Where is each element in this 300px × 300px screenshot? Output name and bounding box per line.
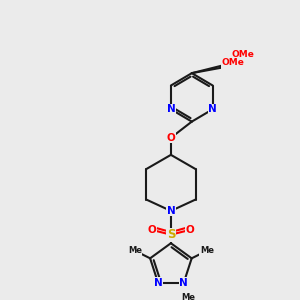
Text: O: O [167, 133, 175, 143]
Text: O: O [148, 225, 156, 235]
Text: S: S [167, 228, 175, 241]
Text: N: N [154, 278, 162, 288]
Text: O: O [185, 225, 194, 235]
Text: N: N [179, 278, 188, 288]
Text: Me: Me [200, 246, 214, 255]
Text: OMe: OMe [221, 58, 244, 67]
Text: N: N [167, 206, 175, 216]
Text: O: O [222, 60, 230, 70]
Text: Me: Me [182, 293, 196, 300]
Text: OMe: OMe [232, 50, 254, 59]
Text: N: N [208, 104, 217, 114]
Text: Me: Me [128, 246, 142, 255]
Text: N: N [167, 104, 175, 114]
